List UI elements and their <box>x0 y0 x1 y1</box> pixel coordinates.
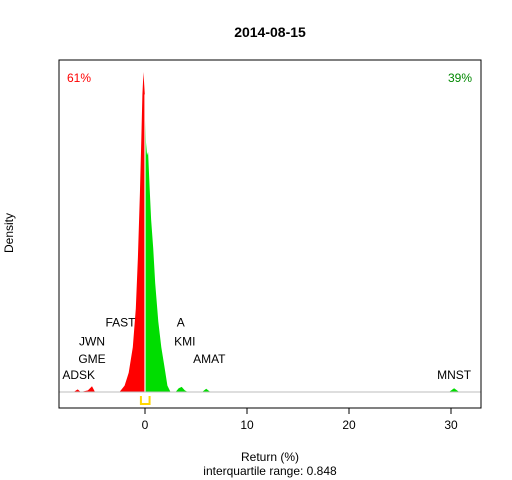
baseline-layer <box>59 391 481 405</box>
x-tick-label: 10 <box>240 418 254 432</box>
x-tick-label: 0 <box>142 418 149 432</box>
chart-subtitle: interquartile range: 0.848 <box>203 464 337 478</box>
x-tick-label: 20 <box>342 418 356 432</box>
right-percent-label: 39% <box>448 71 472 85</box>
ticker-label: A <box>177 315 185 329</box>
ticker-label: AMAT <box>193 352 226 366</box>
plot-frame <box>58 59 482 409</box>
ticker-label: ADSK <box>62 368 95 382</box>
left-percent-label: 61% <box>67 71 91 85</box>
x-axis-label: Return (%) <box>241 450 299 464</box>
x-tick-label: 30 <box>444 418 458 432</box>
ticker-label: KMI <box>174 335 195 349</box>
x-axis: 0 10 20 30 <box>142 408 458 432</box>
density-area <box>73 72 460 392</box>
y-axis-label: Density <box>2 213 16 253</box>
ticker-label: FAST <box>105 315 136 329</box>
negative-returns-area <box>73 72 145 392</box>
chart-title: 2014-08-15 <box>234 24 306 40</box>
ticker-label: GME <box>78 352 105 366</box>
ticker-label: JWN <box>79 335 105 349</box>
iqr-marker <box>139 396 151 405</box>
ticker-label: MNST <box>437 368 472 382</box>
